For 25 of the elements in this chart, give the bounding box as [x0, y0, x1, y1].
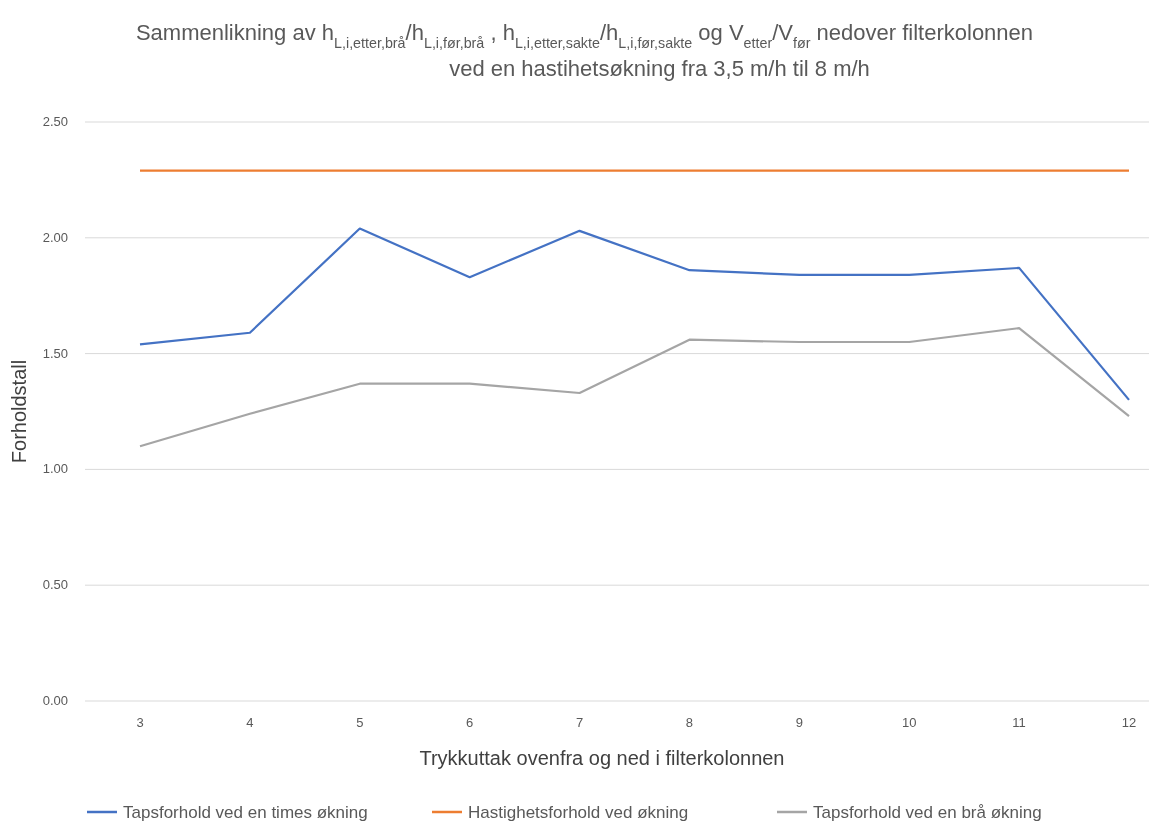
- y-tick-label: 2.50: [42, 114, 68, 129]
- legend-label: Tapsforhold ved en brå økning: [813, 803, 1042, 822]
- y-tick-label: 0.50: [42, 577, 68, 593]
- x-tick-label: 12: [1121, 715, 1137, 730]
- x-tick-label: 10: [901, 715, 917, 730]
- x-tick-label: 7: [575, 715, 584, 730]
- y-tick-label: 0.00: [42, 693, 68, 708]
- y-tick-label: 2.00: [42, 229, 68, 245]
- x-tick-label: 6: [466, 715, 474, 730]
- x-tick-label: 4: [246, 715, 254, 730]
- legend-label: Tapsforhold ved en times økning: [123, 803, 368, 822]
- x-tick-label: 8: [685, 715, 694, 730]
- x-axis-title: Trykkuttak ovenfra og ned i filterkolonnen: [419, 747, 785, 769]
- y-tick-label: 1.00: [42, 461, 68, 477]
- y-axis-title: Forholdstall: [8, 359, 30, 464]
- x-tick-label: 11: [1012, 715, 1026, 730]
- line-series: [138, 227, 1131, 402]
- y-tick-label: 1.50: [42, 345, 68, 361]
- line-series: [138, 327, 1131, 448]
- chart-title: Sammenlikning av h$_{L,i,etter,brå}$/h$_{L,i,før,brå}$ , h$_{L,i,etter,sakte}$/h$_{L,i,før,sakte}$ og V$_{etter}$/V$_{før}$ nedover filterkolonnen: [135, 20, 1034, 51]
- x-tick-label: 5: [356, 715, 364, 730]
- x-tick-label: 9: [795, 715, 803, 730]
- legend-label: Hastighetsforhold ved økning: [468, 803, 689, 822]
- x-tick-label: 3: [136, 715, 144, 730]
- chart-subtitle: ved en hastihetsøkning fra 3,5 m/h til 8 m/h: [449, 56, 870, 81]
